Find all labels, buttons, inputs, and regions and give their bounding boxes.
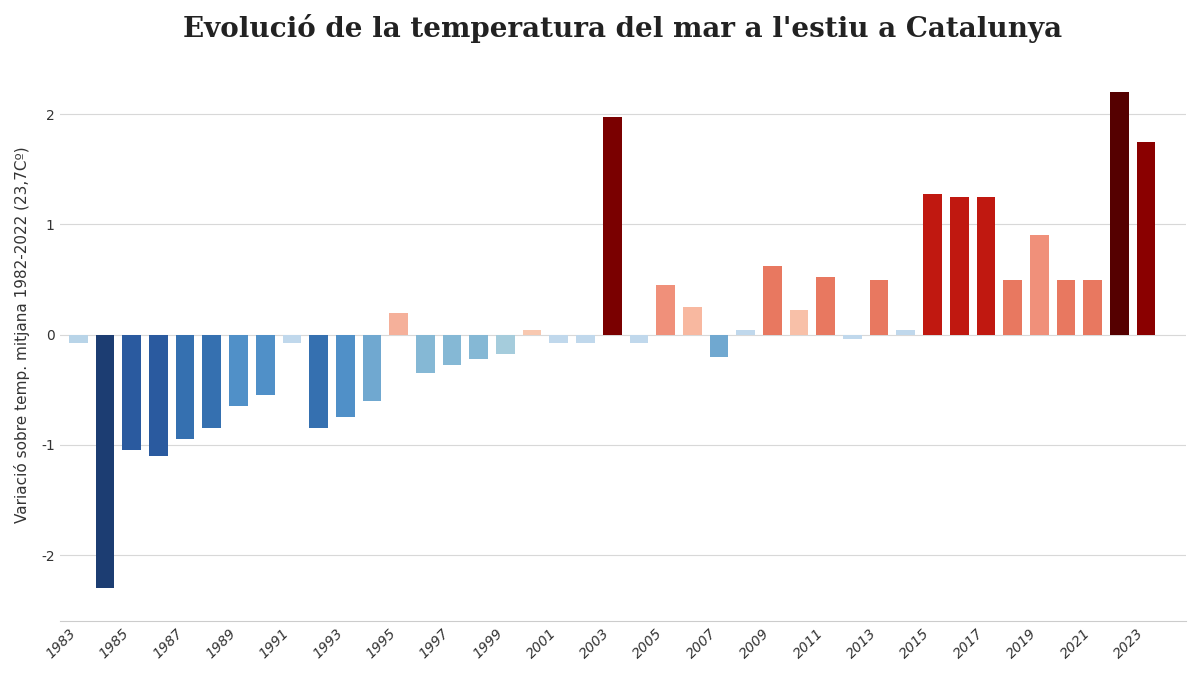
Bar [310,335,328,429]
Bar [950,197,968,335]
Bar [149,335,168,456]
Y-axis label: Variació sobre temp. mitjana 1982-2022 (23,7Cº): Variació sobre temp. mitjana 1982-2022 (… [14,146,30,523]
Bar [923,194,942,335]
Bar [469,335,488,359]
Bar [656,285,674,335]
Bar [443,335,461,365]
Bar [496,335,515,354]
Bar [282,335,301,344]
Bar [1110,92,1129,335]
Bar [816,277,835,335]
Bar [576,335,595,344]
Bar [737,330,755,335]
Bar [602,117,622,335]
Bar [1136,142,1156,335]
Bar [68,335,88,344]
Bar [336,335,354,417]
Bar [1057,279,1075,335]
Bar [790,310,809,335]
Bar [896,330,916,335]
Bar [362,335,382,401]
Bar [709,335,728,356]
Bar [1030,236,1049,335]
Bar [550,335,568,344]
Bar [416,335,434,373]
Bar [523,330,541,335]
Title: Evolució de la temperatura del mar a l'estiu a Catalunya: Evolució de la temperatura del mar a l'e… [184,14,1062,43]
Bar [870,279,888,335]
Bar [175,335,194,439]
Bar [256,335,275,396]
Bar [203,335,221,429]
Bar [1003,279,1022,335]
Bar [683,307,702,335]
Bar [844,335,862,339]
Bar [122,335,142,450]
Bar [630,335,648,344]
Bar [229,335,248,406]
Bar [977,197,995,335]
Bar [96,335,114,588]
Bar [1084,279,1102,335]
Bar [389,313,408,335]
Bar [763,266,781,335]
